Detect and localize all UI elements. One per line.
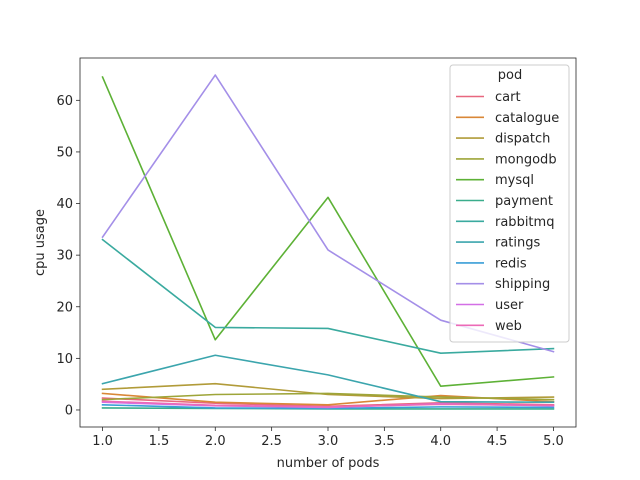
x-tick-label: 5.0 xyxy=(543,434,564,449)
legend-label-dispatch: dispatch xyxy=(495,132,550,147)
x-tick-label: 4.0 xyxy=(430,434,451,449)
y-tick-label: 20 xyxy=(56,300,73,315)
y-tick-label: 40 xyxy=(56,197,73,212)
series-line-redis xyxy=(101,403,555,410)
x-tick-label: 3.5 xyxy=(374,434,395,449)
legend-title: pod xyxy=(498,68,522,83)
legend-label-redis: redis xyxy=(495,256,527,271)
legend-label-ratings: ratings xyxy=(495,236,541,251)
x-tick-label: 3.0 xyxy=(318,434,339,449)
series-line-mysql xyxy=(101,76,555,388)
legend-label-shipping: shipping xyxy=(495,277,550,292)
y-axis: 0 10 20 30 40 50 60 xyxy=(56,94,80,418)
legend-label-catalogue: catalogue xyxy=(495,111,559,126)
series-line-ratings xyxy=(101,354,555,404)
x-tick-label: 2.0 xyxy=(205,434,226,449)
legend-label-mongodb: mongodb xyxy=(495,152,557,167)
legend-label-payment: payment xyxy=(495,194,553,209)
legend-label-rabbitmq: rabbitmq xyxy=(495,215,554,230)
y-tick-label: 60 xyxy=(56,94,73,109)
y-tick-label: 0 xyxy=(65,403,73,418)
legend: pod cart catalogue dispatch mongodb mysql pay… xyxy=(449,64,570,343)
legend-box xyxy=(449,64,570,343)
legend-entries: cart catalogue dispatch mongodb mysql payment… xyxy=(456,90,559,334)
legend-label-user: user xyxy=(495,298,524,313)
y-tick-label: 10 xyxy=(56,352,73,367)
y-tick-label: 30 xyxy=(56,249,73,264)
x-axis: 1.0 1.5 2.0 2.5 3.0 3.5 4.0 4.5 5.0 xyxy=(92,427,564,449)
x-tick-label: 2.5 xyxy=(261,434,282,449)
legend-label-mysql: mysql xyxy=(495,173,534,188)
legend-label-cart: cart xyxy=(495,90,521,105)
x-tick-label: 1.0 xyxy=(92,434,113,449)
legend-label-web: web xyxy=(495,319,522,334)
y-axis-label: cpu usage xyxy=(33,209,48,276)
x-tick-label: 1.5 xyxy=(149,434,170,449)
x-tick-label: 4.5 xyxy=(487,434,508,449)
series-line-web xyxy=(101,400,555,408)
series-line-mongodb xyxy=(101,392,555,401)
series-line-rabbitmq xyxy=(101,238,555,355)
y-tick-label: 50 xyxy=(56,145,73,160)
x-axis-label: number of pods xyxy=(277,456,380,471)
